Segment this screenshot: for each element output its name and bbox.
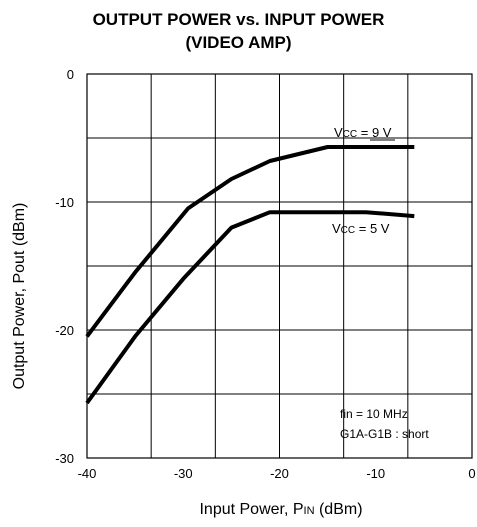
- plot-frame: [86, 73, 473, 459]
- tick-labels: -40 -30 -20 -10 0 -30 -20 -10 0: [55, 67, 475, 481]
- plot-border: [86, 73, 473, 459]
- x-tick-label: -10: [366, 466, 385, 481]
- chart-title-line2: (VIDEO AMP): [185, 33, 292, 52]
- y-tick-label: 0: [67, 67, 74, 82]
- labels: Output Power, Pout (dBm) Input Power, PI…: [11, 125, 429, 518]
- grid: [87, 74, 472, 458]
- x-tick-label: -30: [174, 466, 193, 481]
- annotation-g1a-g1b: G1A-G1B : short: [340, 427, 429, 441]
- y-axis-label: Output Power, Pout (dBm): [11, 203, 28, 390]
- x-axis-label-sub: IN: [304, 505, 315, 517]
- series-lines: [85, 139, 415, 405]
- y-tick-label: -30: [55, 451, 74, 466]
- x-axis-label: Input Power, PIN (dBm): [199, 501, 362, 518]
- x-axis-label-main: Input Power, P: [199, 501, 303, 518]
- y-tick-label: -20: [55, 323, 74, 338]
- series-line-0: [85, 145, 415, 338]
- x-tick-label: 0: [468, 466, 475, 481]
- chart-title-line1: OUTPUT POWER vs. INPUT POWER: [92, 10, 385, 29]
- annotation-fin: fin = 10 MHz: [340, 407, 408, 421]
- x-axis-label-unit: (dBm): [315, 501, 363, 518]
- x-tick-label: -40: [78, 466, 97, 481]
- series-label-5v: VCC = 5 V: [332, 221, 390, 236]
- series-line-1: [85, 210, 415, 405]
- series-label-9v: VCC = 9 V: [334, 125, 392, 140]
- y-tick-label: -10: [55, 195, 74, 210]
- x-tick-label: -20: [270, 466, 289, 481]
